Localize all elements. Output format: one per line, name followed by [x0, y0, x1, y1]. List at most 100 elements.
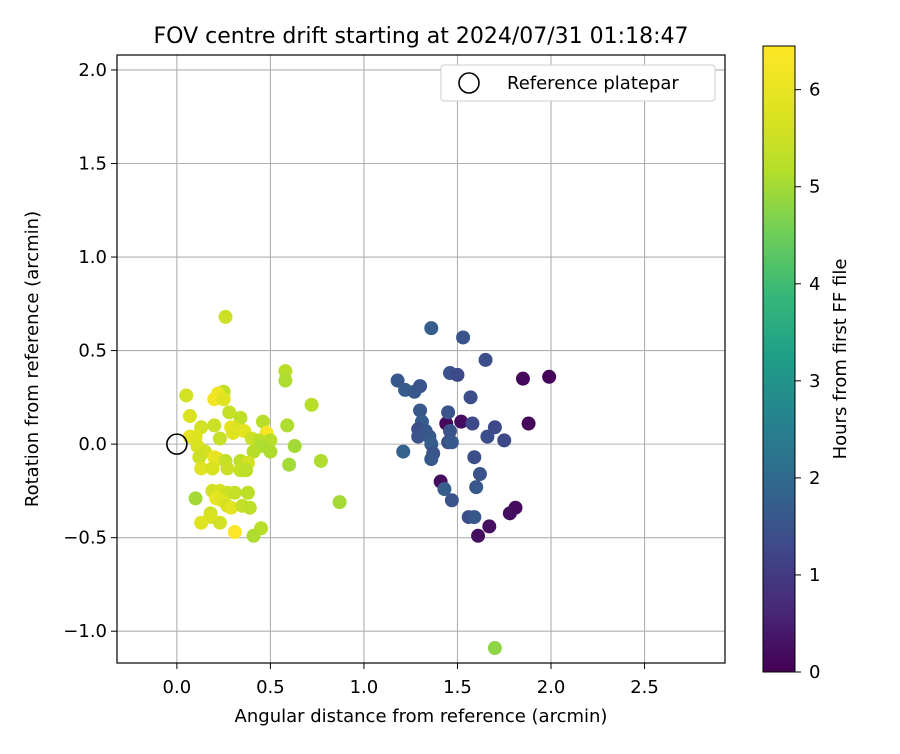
- y-tick-label: 2.0: [78, 60, 107, 81]
- scatter-point: [194, 515, 209, 530]
- colorbar-tick-label: 5: [809, 177, 820, 198]
- scatter-point: [502, 506, 517, 521]
- scatter-point: [441, 405, 456, 420]
- grid-lines: [117, 55, 725, 663]
- colorbar-tick-label: 0: [809, 662, 820, 683]
- scatter-point: [413, 403, 428, 418]
- scatter-point: [246, 528, 261, 543]
- scatter-point: [255, 414, 270, 429]
- scatter-point: [521, 416, 536, 431]
- scatter-point: [471, 528, 486, 543]
- scatter-point: [390, 373, 405, 388]
- x-tick-label: 1.0: [350, 677, 379, 698]
- scatter-point: [437, 482, 452, 497]
- scatter-point: [218, 309, 233, 324]
- colorbar-gradient: [762, 45, 796, 673]
- scatter-point: [515, 371, 530, 386]
- scatter-point: [216, 392, 231, 407]
- colorbar-tick-label: 6: [809, 80, 820, 101]
- scatter-point: [480, 429, 495, 444]
- legend-box: [440, 64, 716, 102]
- scatter-point: [263, 444, 278, 459]
- scatter-points: [179, 309, 557, 656]
- scatter-point: [472, 467, 487, 482]
- scatter-point: [227, 525, 242, 540]
- scatter-point: [456, 330, 471, 345]
- legend-label-reference: Reference platepar: [507, 73, 679, 94]
- colorbar-tick-label: 4: [809, 274, 820, 295]
- colorbar-tick-label: 1: [809, 565, 820, 586]
- y-axis-ticks: −1.0 −0.5 0.0 0.5 1.0 1.5 2.0: [63, 60, 117, 642]
- legend-marker-reference: [458, 72, 480, 94]
- y-tick-label: −1.0: [63, 621, 107, 642]
- scatter-point: [444, 435, 459, 450]
- scatter-point: [182, 409, 197, 424]
- scatter-point: [450, 367, 465, 382]
- x-tick-label: 2.5: [630, 677, 659, 698]
- scatter-point: [467, 510, 482, 525]
- scatter-point: [396, 444, 411, 459]
- reference-platepar-marker: [166, 433, 188, 455]
- x-axis-label: Angular distance from reference (arcmin): [235, 706, 608, 727]
- scatter-point: [424, 452, 439, 467]
- scatter-point: [465, 416, 480, 431]
- legend: Reference platepar: [440, 64, 716, 102]
- scatter-point: [442, 424, 457, 439]
- scatter-point: [242, 500, 257, 515]
- scatter-point: [212, 431, 227, 446]
- chart-title: FOV centre drift starting at 2024/07/31 …: [154, 24, 689, 49]
- scatter-point: [469, 480, 484, 495]
- scatter-point: [332, 495, 347, 510]
- y-tick-label: 1.0: [78, 247, 107, 268]
- colorbar-tick-label: 2: [809, 468, 820, 489]
- scatter-point: [225, 425, 240, 440]
- scatter-point: [212, 515, 227, 530]
- scatter-point: [444, 493, 459, 508]
- scatter-point: [192, 450, 207, 465]
- scatter-point: [467, 450, 482, 465]
- x-tick-label: 2.0: [537, 677, 566, 698]
- plot-frame: [116, 54, 726, 664]
- scatter-point: [280, 418, 295, 433]
- x-tick-label: 0.0: [163, 677, 192, 698]
- scatter-point: [194, 461, 209, 476]
- x-axis-ticks: 0.0 0.5 1.0 1.5 2.0 2.5: [163, 663, 659, 698]
- scatter-point: [424, 321, 439, 336]
- colorbar: 0 1 2 3 4 5 6 Hours from first FF file: [762, 45, 851, 683]
- colorbar-tick-label: 3: [809, 371, 820, 392]
- y-tick-label: 0.0: [78, 434, 107, 455]
- scatter-point: [188, 491, 203, 506]
- scatter-point: [454, 414, 469, 429]
- scatter-point: [478, 352, 493, 367]
- scatter-point: [497, 433, 512, 448]
- x-tick-label: 0.5: [256, 677, 285, 698]
- colorbar-ticks: 0 1 2 3 4 5 6: [795, 80, 820, 683]
- y-axis-label: Rotation from reference (arcmin): [22, 211, 43, 507]
- scatter-point: [246, 444, 261, 459]
- scatter-point: [287, 438, 302, 453]
- y-tick-label: 1.5: [78, 154, 107, 175]
- scatter-point: [233, 410, 248, 425]
- y-tick-label: 0.5: [78, 341, 107, 362]
- scatter-point: [227, 485, 242, 500]
- scatter-point: [487, 641, 502, 656]
- colorbar-label: Hours from first FF file: [830, 259, 851, 460]
- scatter-point: [207, 418, 222, 433]
- scatter-point: [313, 453, 328, 468]
- scatter-point: [239, 463, 254, 478]
- scatter-point: [205, 461, 220, 476]
- scatter-point: [411, 429, 426, 444]
- scatter-point: [487, 420, 502, 435]
- y-tick-label: −0.5: [63, 528, 107, 549]
- reference-point: [166, 433, 188, 455]
- scatter-point: [542, 369, 557, 384]
- scatter-point: [463, 390, 478, 405]
- scatter-point: [413, 379, 428, 394]
- scatter-point: [220, 461, 235, 476]
- scatter-point: [240, 485, 255, 500]
- scatter-point: [224, 500, 239, 515]
- scatter-point: [179, 388, 194, 403]
- x-tick-label: 1.5: [443, 677, 472, 698]
